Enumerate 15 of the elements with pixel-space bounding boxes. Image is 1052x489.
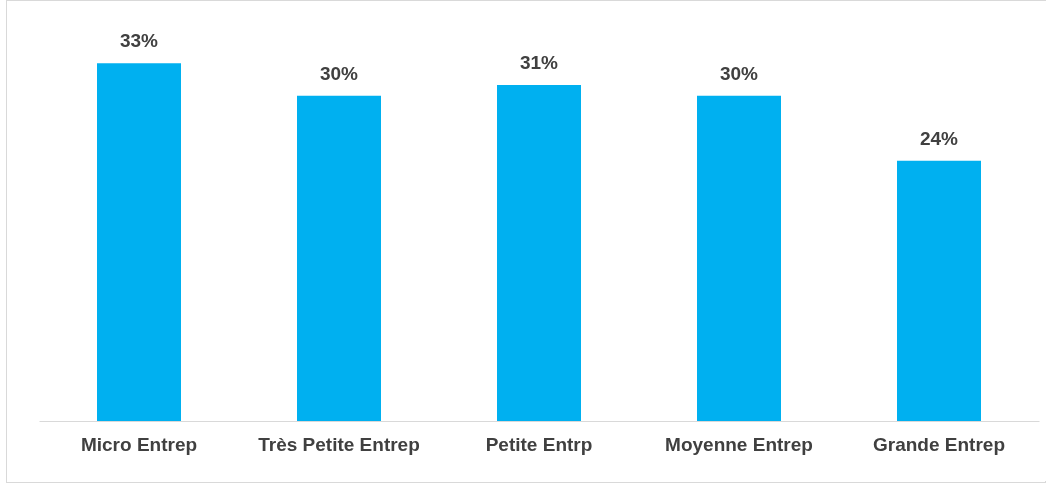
data-label: 30% [719, 62, 759, 84]
bar [697, 95, 781, 421]
bar [297, 95, 381, 421]
data-label: 33% [119, 30, 159, 52]
x-tick-label: Grande Entrep [873, 433, 1005, 455]
bar [97, 63, 181, 421]
bar [897, 160, 981, 421]
data-label: 24% [919, 127, 959, 149]
data-label: 31% [519, 51, 559, 73]
data-label: 30% [319, 62, 359, 84]
bar [497, 84, 581, 421]
x-tick-label: Moyenne Entrep [665, 433, 813, 455]
x-tick-label: Micro Entrep [80, 433, 198, 455]
x-tick-label: Très Petite Entrep [258, 433, 420, 455]
x-tick-label: Petite Entrp [485, 433, 593, 455]
